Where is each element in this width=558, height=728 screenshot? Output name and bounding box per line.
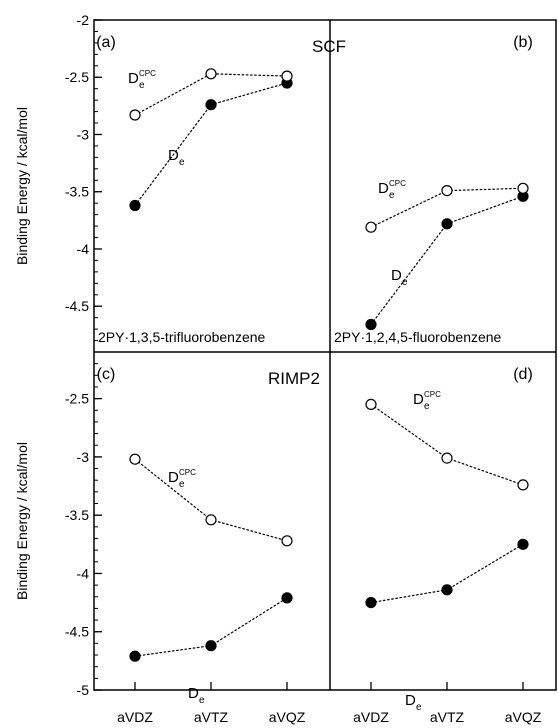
data-point-DeCPC-aVQZ — [281, 535, 293, 547]
y-tick-label: -4.5 — [65, 624, 89, 640]
data-point-DeCPC-aVTZ — [441, 452, 453, 464]
data-point-DeCPC-aVDZ — [365, 221, 377, 233]
series-label-subscript: e — [416, 702, 422, 713]
data-point-DeCPC-aVDZ — [129, 109, 141, 121]
system-label: 2PY·1,2,4,5-fluorobenzene — [334, 329, 502, 345]
data-point-DeCPC-aVQZ — [517, 479, 529, 491]
series-label-superscript: CPC — [424, 390, 441, 399]
y-tick-label: -5 — [77, 682, 90, 698]
series-label-superscript: CPC — [179, 468, 196, 477]
y-tick-label: -3 — [77, 126, 90, 142]
panel-letter: (a) — [96, 34, 116, 51]
series-line-DeCPC — [134, 73, 288, 116]
series-label-main: D — [405, 692, 416, 709]
system-label: 2PY·1,3,5-trifluorobenzene — [98, 329, 266, 345]
x-axis-ticks: aVDZ aVTZ aVQZ — [117, 682, 306, 725]
y-tick-label: -3.5 — [65, 184, 89, 200]
series-label-subscript: e — [199, 695, 205, 706]
x-tick-label: aVTZ — [194, 709, 229, 725]
series-label-main: D — [168, 469, 179, 486]
data-point-DeCPC-aVTZ — [205, 68, 217, 80]
x-tick-label: aVQZ — [269, 709, 306, 725]
data-point-De-aVTZ — [205, 640, 217, 652]
series-label-subscript: e — [402, 277, 408, 288]
data-point-DeCPC-aVQZ — [517, 182, 529, 194]
y-axis-title: Binding Energy / kcal/mol — [14, 107, 30, 265]
x-tick-label: aVQZ — [505, 709, 542, 725]
method-label: RIMP2 — [268, 369, 320, 388]
series-label-main: D — [188, 685, 199, 702]
y-tick-label: -3.5 — [65, 507, 89, 523]
x-tick-label: aVDZ — [353, 709, 389, 725]
series-label-main: D — [391, 267, 402, 284]
panel-letter: (c) — [97, 366, 116, 383]
data-point-De-aVDZ — [365, 318, 377, 331]
series-label-main: D — [128, 70, 139, 87]
y-tick-label: -4.5 — [65, 298, 89, 314]
data-point-De-aVQZ — [517, 538, 529, 550]
data-point-DeCPC-aVTZ — [441, 185, 453, 197]
data-point-De-aVDZ — [129, 650, 141, 662]
series-line-DeCPC — [370, 403, 524, 486]
x-tick-label: aVTZ — [430, 709, 465, 725]
plot-border — [93, 19, 557, 691]
plot-frame — [93, 19, 557, 691]
series-label-main: D — [413, 391, 424, 408]
data-point-De-aVDZ — [365, 596, 377, 609]
series-label-main: D — [378, 180, 389, 197]
series-line-DeCPC — [134, 458, 288, 542]
data-point-DeCPC-aVDZ — [365, 398, 377, 410]
y-axis-ticks: -2.5 -3 -3.5 -4 -4.5 -5 — [65, 351, 102, 698]
series-label-subscript: e — [424, 401, 430, 412]
data-point-De-aVDZ — [129, 199, 141, 212]
data-point-De-aVQZ — [281, 592, 293, 604]
x-axis-ticks: aVDZ aVTZ aVQZ — [353, 682, 542, 725]
y-tick-label: -3 — [77, 449, 90, 465]
y-tick-label: -4 — [77, 565, 90, 581]
data-point-DeCPC-aVTZ — [205, 514, 217, 526]
panel-letter: (d) — [513, 366, 533, 383]
data-point-DeCPC-aVDZ — [129, 453, 141, 465]
series-label-main: D — [168, 147, 179, 164]
series-label-subscript: e — [179, 157, 185, 168]
x-tick-label: aVDZ — [117, 709, 153, 725]
data-point-De-aVTZ — [205, 99, 217, 111]
y-axis-title: Binding Energy / kcal/mol — [14, 442, 30, 600]
series-label-subscript: e — [179, 479, 185, 490]
series-line-De — [370, 195, 524, 326]
data-point-De-aVTZ — [441, 218, 453, 230]
data-point-De-aVTZ — [441, 584, 453, 596]
method-label: SCF — [312, 37, 346, 56]
series-label-subscript: e — [389, 190, 395, 201]
series-label-superscript: CPC — [139, 69, 156, 78]
y-axis-ticks: -2 -2.5 -3 -3.5 -4 -4.5 — [65, 12, 102, 353]
data-point-DeCPC-aVQZ — [281, 70, 293, 82]
series-label-superscript: CPC — [389, 179, 406, 188]
y-tick-label: -2 — [77, 12, 90, 28]
series-label-subscript: e — [139, 80, 145, 91]
y-tick-label: -2.5 — [65, 391, 89, 407]
y-tick-label: -4 — [77, 241, 90, 257]
y-tick-label: -2.5 — [65, 69, 89, 85]
panel-letter: (b) — [513, 34, 533, 51]
